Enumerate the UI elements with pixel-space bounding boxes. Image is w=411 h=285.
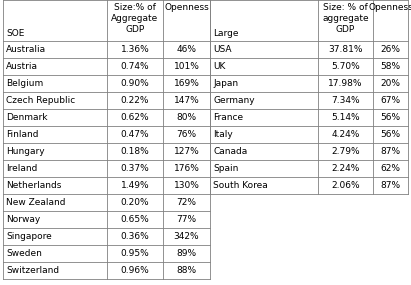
Text: Sweden: Sweden [6,249,42,258]
Text: Switzerland: Switzerland [6,266,59,275]
Text: Italy: Italy [213,130,233,139]
Text: 2.79%: 2.79% [331,147,360,156]
Text: Singapore: Singapore [6,232,52,241]
Text: 56%: 56% [381,130,401,139]
Text: 0.62%: 0.62% [121,113,149,122]
Text: Czech Republic: Czech Republic [6,96,75,105]
Text: 0.95%: 0.95% [120,249,149,258]
Text: 130%: 130% [173,181,199,190]
Text: 7.34%: 7.34% [331,96,360,105]
Text: 76%: 76% [176,130,196,139]
Text: 20%: 20% [381,79,400,88]
Text: 4.24%: 4.24% [331,130,360,139]
Text: France: France [213,113,243,122]
Text: 2.06%: 2.06% [331,181,360,190]
Text: 80%: 80% [176,113,196,122]
Text: Large: Large [213,29,238,38]
Text: UK: UK [213,62,225,71]
Text: South Korea: South Korea [213,181,268,190]
Text: Size: % of
aggregate
GDP: Size: % of aggregate GDP [322,3,369,34]
Text: 46%: 46% [176,45,196,54]
Text: 5.70%: 5.70% [331,62,360,71]
Text: 0.90%: 0.90% [120,79,149,88]
Text: Austria: Austria [6,62,38,71]
Text: Denmark: Denmark [6,113,48,122]
Text: 101%: 101% [173,62,199,71]
Text: 1.36%: 1.36% [120,45,149,54]
Text: 147%: 147% [173,96,199,105]
Text: 87%: 87% [381,147,401,156]
Text: 0.74%: 0.74% [121,62,149,71]
Text: Size:% of
Aggregate
GDP: Size:% of Aggregate GDP [111,3,159,34]
Text: 127%: 127% [173,147,199,156]
Text: 2.24%: 2.24% [331,164,360,173]
Text: Netherlands: Netherlands [6,181,61,190]
Text: USA: USA [213,45,231,54]
Text: Ireland: Ireland [6,164,37,173]
Text: 67%: 67% [381,96,401,105]
Text: Finland: Finland [6,130,39,139]
Text: New Zealand: New Zealand [6,198,65,207]
Text: Japan: Japan [213,79,238,88]
Text: 37.81%: 37.81% [328,45,363,54]
Text: 56%: 56% [381,113,401,122]
Text: 26%: 26% [381,45,400,54]
Text: 58%: 58% [381,62,401,71]
Text: 169%: 169% [173,79,199,88]
Text: 0.96%: 0.96% [120,266,149,275]
Text: Openness: Openness [164,3,209,12]
Text: 77%: 77% [176,215,196,224]
Text: 176%: 176% [173,164,199,173]
Text: 62%: 62% [381,164,400,173]
Text: Norway: Norway [6,215,40,224]
Text: 72%: 72% [176,198,196,207]
Text: Openness: Openness [368,3,411,12]
Text: 17.98%: 17.98% [328,79,363,88]
Text: SOE: SOE [6,29,24,38]
Text: Germany: Germany [213,96,255,105]
Text: 87%: 87% [381,181,401,190]
Text: 0.22%: 0.22% [121,96,149,105]
Text: 0.65%: 0.65% [120,215,149,224]
Text: 0.36%: 0.36% [120,232,149,241]
Text: 88%: 88% [176,266,196,275]
Text: Hungary: Hungary [6,147,45,156]
Text: Spain: Spain [213,164,238,173]
Text: 0.18%: 0.18% [120,147,149,156]
Text: 0.37%: 0.37% [120,164,149,173]
Text: 0.47%: 0.47% [121,130,149,139]
Text: 5.14%: 5.14% [331,113,360,122]
Text: 342%: 342% [174,232,199,241]
Text: 0.20%: 0.20% [121,198,149,207]
Text: Canada: Canada [213,147,247,156]
Text: Australia: Australia [6,45,46,54]
Text: 1.49%: 1.49% [121,181,149,190]
Text: Belgium: Belgium [6,79,43,88]
Text: 89%: 89% [176,249,196,258]
